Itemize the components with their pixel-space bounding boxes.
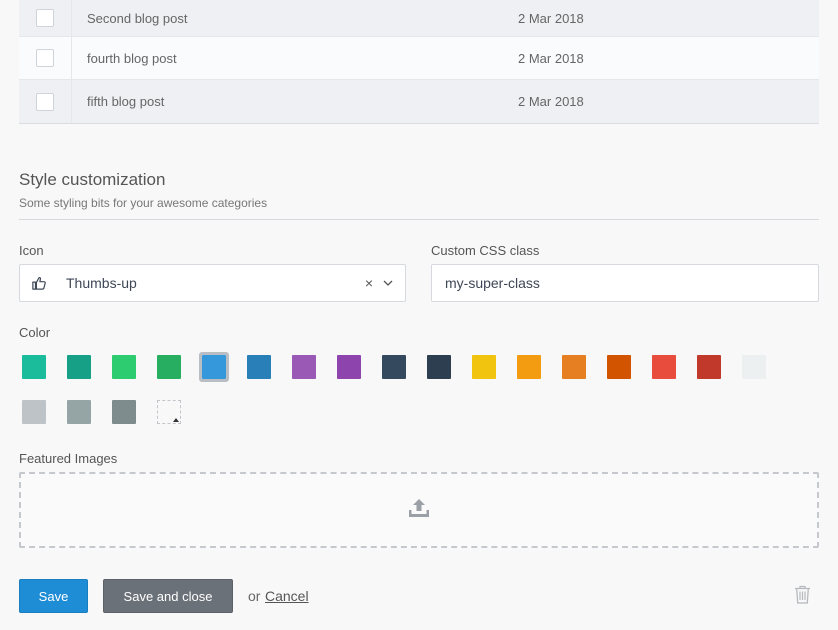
color-swatch[interactable] (154, 352, 184, 382)
posts-table: Second blog post 2 Mar 2018 fourth blog … (19, 0, 819, 124)
color-swatch[interactable] (379, 352, 409, 382)
color-swatch-fill (22, 400, 46, 424)
color-swatch[interactable] (514, 352, 544, 382)
color-swatch[interactable] (424, 352, 454, 382)
or-text: or (248, 588, 261, 604)
thumbs-up-icon (32, 276, 50, 290)
custom-color-picker[interactable] (154, 397, 184, 427)
color-swatch-fill (112, 355, 136, 379)
row-checkbox[interactable] (36, 9, 54, 27)
section-divider (19, 219, 819, 220)
color-swatch[interactable] (64, 397, 94, 427)
color-swatch[interactable] (649, 352, 679, 382)
trash-icon[interactable] (794, 585, 811, 609)
save-and-close-button[interactable]: Save and close (103, 579, 233, 613)
color-swatch-fill (292, 355, 316, 379)
section-subtitle: Some styling bits for your awesome categ… (19, 196, 268, 210)
image-dropzone[interactable] (19, 472, 819, 548)
color-swatch[interactable] (694, 352, 724, 382)
post-title[interactable]: fifth blog post (87, 94, 165, 109)
color-swatch-fill (112, 400, 136, 424)
post-date: 2 Mar 2018 (518, 50, 584, 66)
table-row: Second blog post 2 Mar 2018 (19, 0, 819, 37)
color-swatch[interactable] (289, 352, 319, 382)
icon-label: Icon (19, 243, 44, 258)
color-swatch-fill (427, 355, 451, 379)
color-swatch-fill (22, 355, 46, 379)
color-swatch[interactable] (244, 352, 274, 382)
featured-images-label: Featured Images (19, 451, 118, 466)
color-swatch[interactable] (64, 352, 94, 382)
table-row: fifth blog post 2 Mar 2018 (19, 80, 819, 123)
css-class-input[interactable] (431, 264, 819, 302)
color-picker-dropdown-icon (157, 400, 181, 424)
icon-select[interactable]: Thumbs-up × (19, 264, 406, 302)
color-swatch-fill (247, 355, 271, 379)
cancel-link[interactable]: Cancel (265, 588, 309, 604)
color-swatch-fill (742, 355, 766, 379)
color-swatch-fill (157, 355, 181, 379)
color-swatch[interactable] (109, 352, 139, 382)
color-swatch[interactable] (469, 352, 499, 382)
color-swatch-fill (607, 355, 631, 379)
save-button[interactable]: Save (19, 579, 88, 613)
chevron-down-icon[interactable] (383, 280, 393, 286)
row-checkbox-cell (19, 37, 72, 79)
row-checkbox[interactable] (36, 92, 54, 111)
section-title: Style customization (19, 170, 166, 189)
row-checkbox-cell (19, 0, 72, 36)
color-swatch[interactable] (19, 352, 49, 382)
color-swatch[interactable] (604, 352, 634, 382)
color-swatch-fill (67, 400, 91, 424)
post-date: 2 Mar 2018 (518, 94, 584, 109)
color-swatch[interactable] (199, 352, 229, 382)
color-swatch[interactable] (19, 397, 49, 427)
upload-icon (408, 498, 430, 523)
color-swatch-fill (697, 355, 721, 379)
clear-icon[interactable]: × (364, 275, 373, 291)
color-swatch-fill (562, 355, 586, 379)
color-swatch-fill (67, 355, 91, 379)
css-class-label: Custom CSS class (431, 243, 540, 258)
row-checkbox[interactable] (36, 49, 54, 67)
color-label: Color (19, 325, 51, 340)
color-swatch[interactable] (334, 352, 364, 382)
color-swatch-fill (382, 355, 406, 379)
row-checkbox-cell (19, 80, 72, 123)
post-date: 2 Mar 2018 (518, 10, 584, 26)
color-swatch[interactable] (739, 352, 769, 382)
color-swatch-fill (337, 355, 361, 379)
color-swatch[interactable] (109, 397, 139, 427)
table-row: fourth blog post 2 Mar 2018 (19, 37, 819, 80)
color-swatch-fill (652, 355, 676, 379)
color-swatch-fill (517, 355, 541, 379)
color-swatch-fill (472, 355, 496, 379)
color-swatch[interactable] (559, 352, 589, 382)
icon-select-value: Thumbs-up (66, 275, 137, 291)
post-title[interactable]: Second blog post (87, 10, 188, 26)
post-title[interactable]: fourth blog post (87, 50, 177, 66)
color-swatch-fill (202, 355, 226, 379)
